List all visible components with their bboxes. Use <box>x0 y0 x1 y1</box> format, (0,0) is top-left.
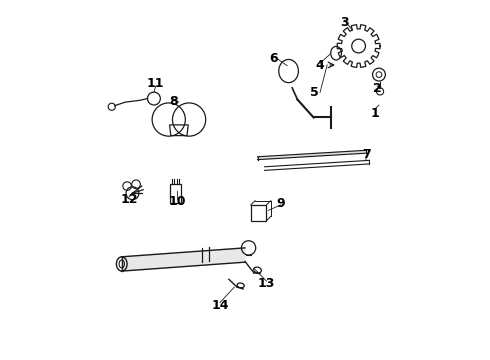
Text: 3: 3 <box>340 16 348 29</box>
Text: 2: 2 <box>373 82 382 95</box>
Text: 5: 5 <box>310 86 319 99</box>
Text: 11: 11 <box>147 77 165 90</box>
Text: 7: 7 <box>362 148 371 162</box>
Text: 1: 1 <box>371 107 380 120</box>
Text: 12: 12 <box>120 193 138 206</box>
Polygon shape <box>122 248 245 271</box>
Text: 4: 4 <box>316 59 324 72</box>
Text: 9: 9 <box>276 197 285 210</box>
Text: 14: 14 <box>211 298 229 311</box>
Text: 13: 13 <box>258 277 275 290</box>
Text: 10: 10 <box>169 195 186 208</box>
Polygon shape <box>258 150 366 159</box>
Text: 6: 6 <box>270 52 278 65</box>
Text: 8: 8 <box>169 95 178 108</box>
